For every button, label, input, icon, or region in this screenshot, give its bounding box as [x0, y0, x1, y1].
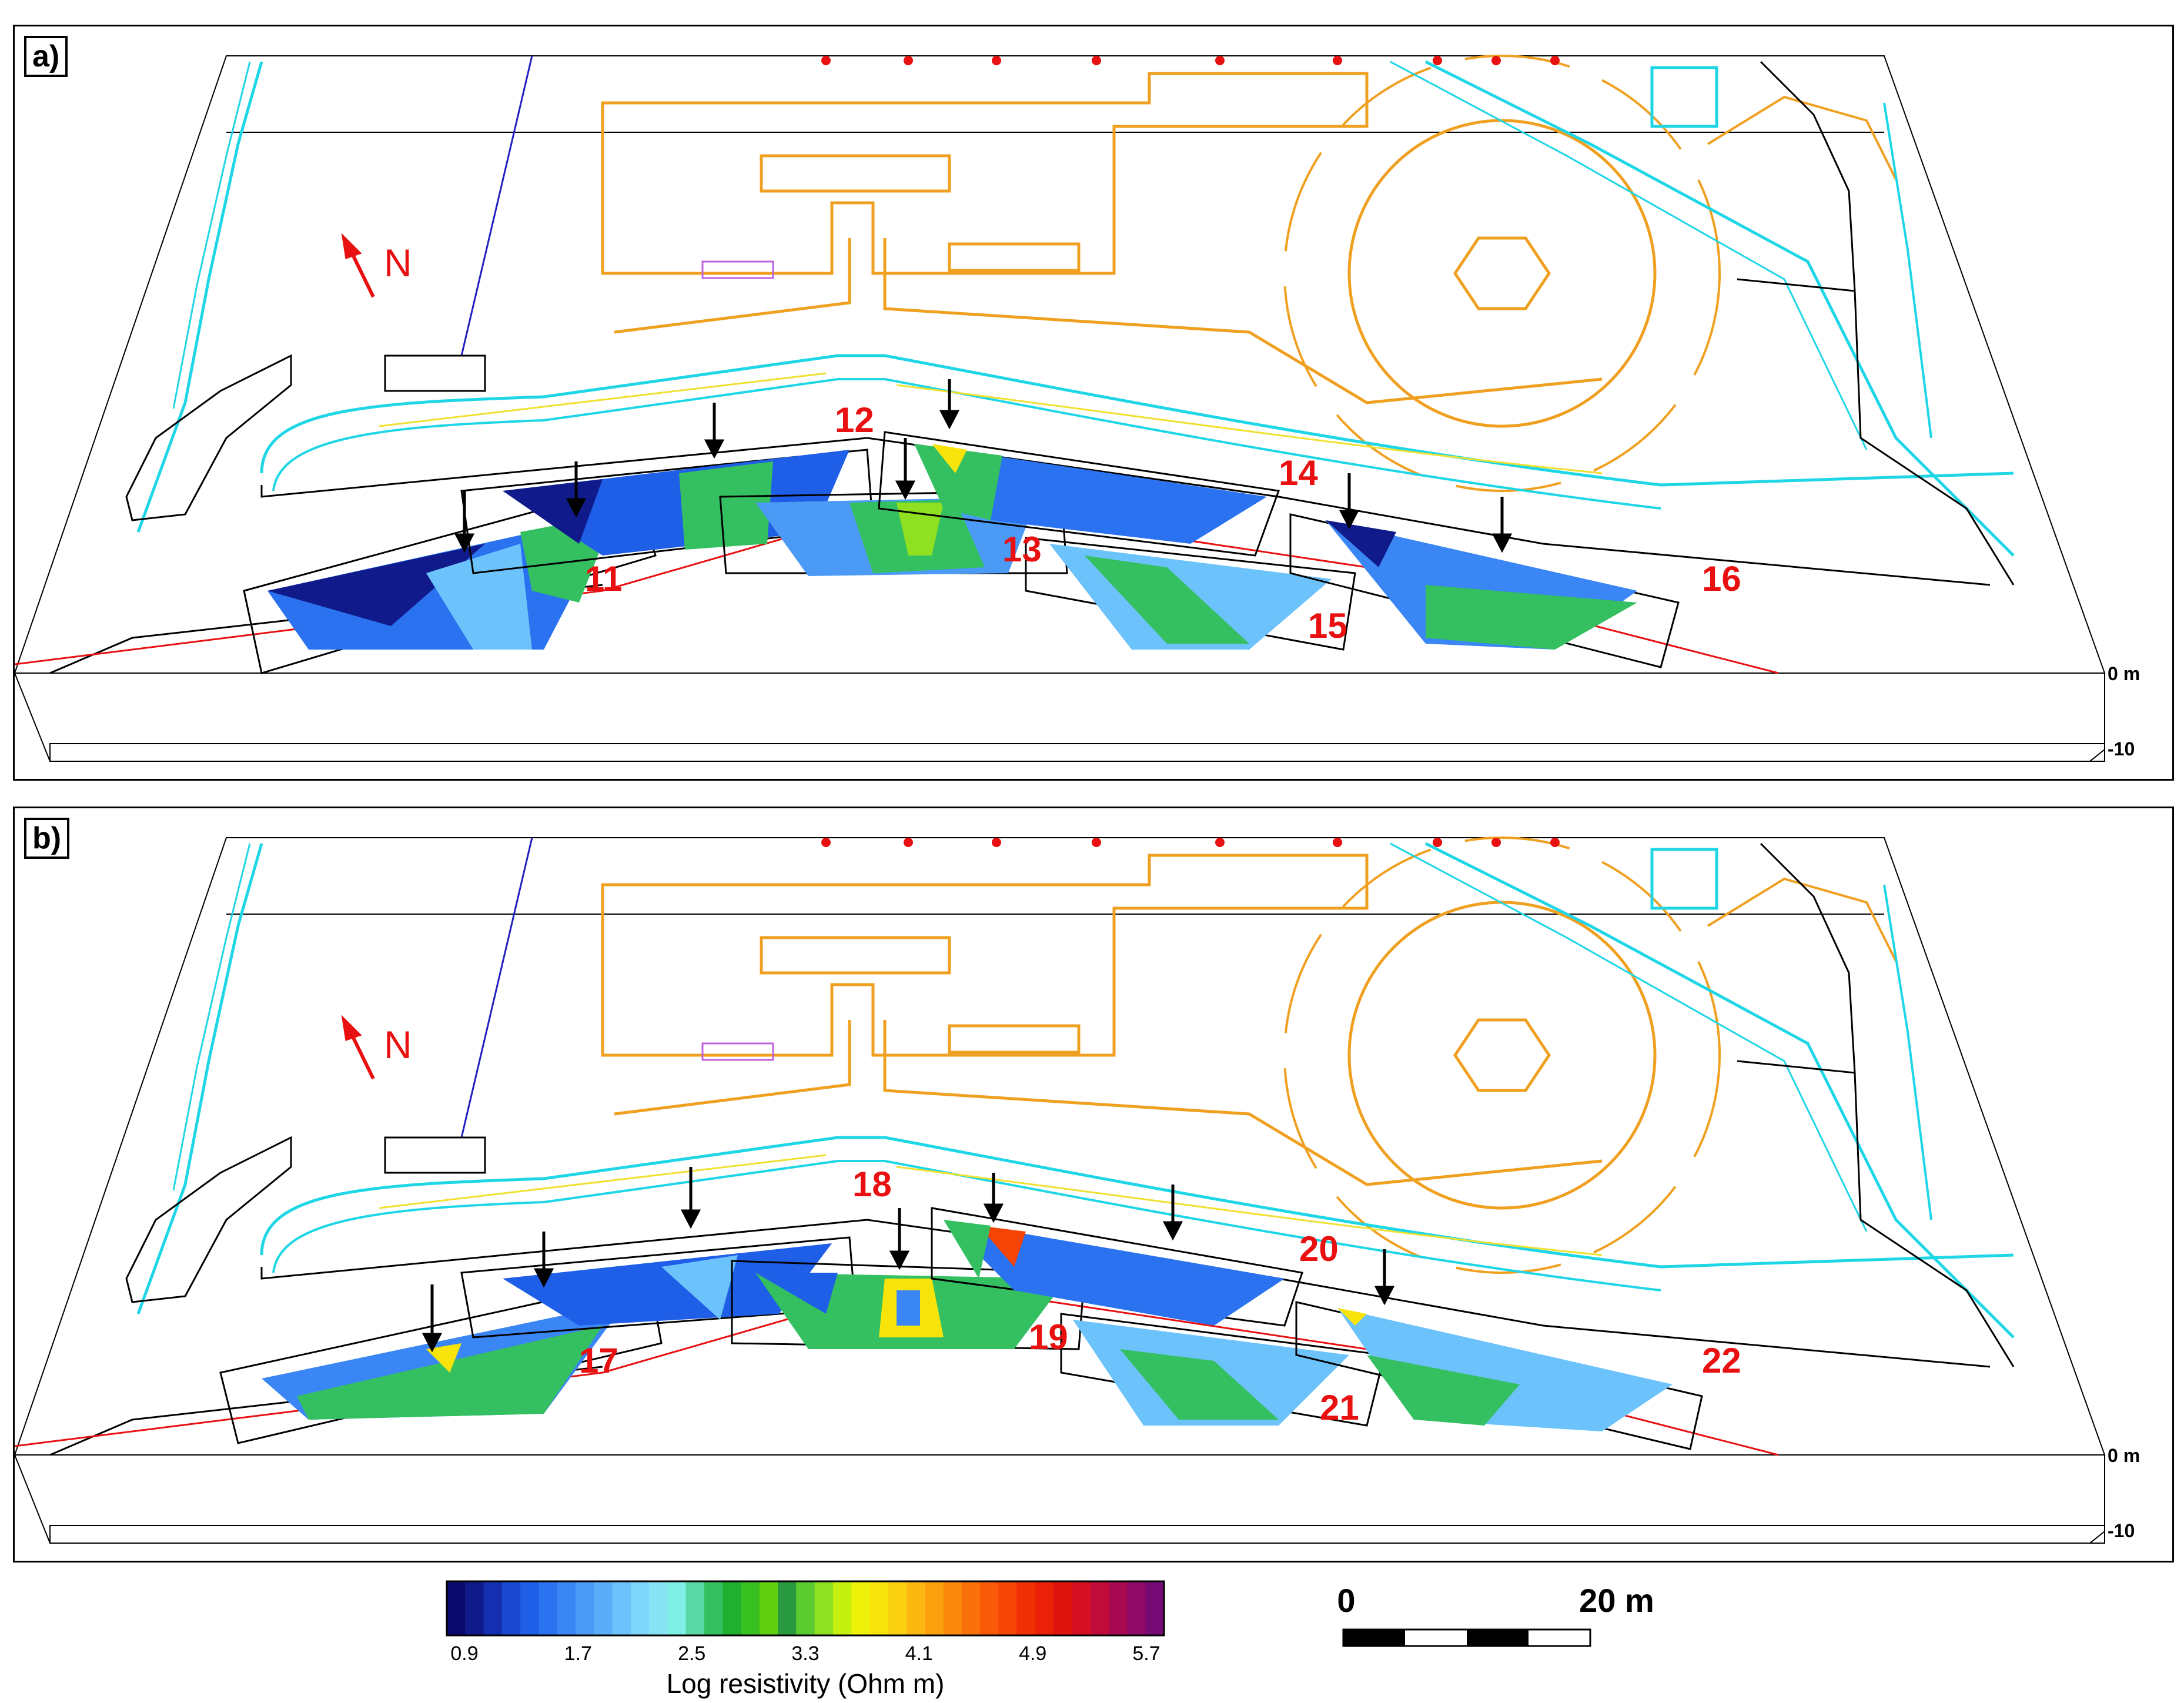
colorbar-swatch: [483, 1581, 503, 1635]
profile-box-17: [219, 1277, 663, 1444]
profile-label-21: 21: [1320, 1388, 1359, 1427]
north-label: N: [384, 241, 412, 285]
profile-label-17: 17: [579, 1341, 618, 1380]
profile-box-14: [878, 431, 1280, 557]
colorbar-swatch: [539, 1581, 558, 1635]
colorbar-swatch: [907, 1581, 925, 1635]
colorbar-swatch: [447, 1581, 466, 1635]
colorbar-swatch: [1035, 1581, 1054, 1635]
colorbar-swatch: [851, 1581, 871, 1635]
colorbar-swatch: [980, 1581, 999, 1635]
profile-box-21: [1060, 1313, 1386, 1427]
colorbar-swatch: [501, 1581, 521, 1635]
colorbar-swatch: [649, 1581, 668, 1635]
colorbar-swatch: [667, 1581, 687, 1635]
colorbar: [447, 1581, 1165, 1635]
colorbar-tick-label: 0.9: [450, 1642, 478, 1665]
panel-label: a): [24, 36, 68, 77]
colorbar-tick-label: 4.1: [905, 1642, 933, 1665]
colorbar-swatch: [575, 1581, 594, 1635]
colorbar-swatch: [630, 1581, 650, 1635]
profile-box-11: [243, 484, 657, 674]
colorbar-swatch: [759, 1581, 778, 1635]
colorbar-swatch: [465, 1581, 484, 1635]
depth-bottom-label: -10: [2108, 1520, 2135, 1541]
scalebar: 0 20 m: [1337, 1582, 1654, 1647]
colorbar-swatch: [778, 1581, 797, 1635]
profile-label-22: 22: [1702, 1341, 1741, 1380]
panel-b-map: N 17 18 19 20 21 22 0 m -10: [15, 837, 2140, 1544]
depth-top-label: 0 m: [2108, 1445, 2140, 1466]
profile-label-15: 15: [1308, 606, 1347, 645]
colorbar-swatch: [1145, 1581, 1165, 1635]
profile-label-16: 16: [1702, 559, 1741, 598]
section-18: [503, 1243, 832, 1326]
scalebar-end-label: 20 m: [1579, 1582, 1654, 1619]
colorbar-swatch: [557, 1581, 576, 1635]
colorbar-swatch: [961, 1581, 981, 1635]
colorbar-swatch: [1072, 1581, 1091, 1635]
colorbar-swatch: [1053, 1581, 1073, 1635]
section-20: [944, 1220, 1285, 1326]
colorbar-swatch: [1090, 1581, 1109, 1635]
panel-b: N 17 18 19 20 21 22 0 m -10 b): [13, 807, 2174, 1563]
profile-label-14: 14: [1279, 453, 1318, 493]
colorbar-tick-label: 1.7: [564, 1642, 592, 1665]
colorbar-swatch: [685, 1581, 705, 1635]
colorbar-swatch: [943, 1581, 962, 1635]
colorbar-swatch: [814, 1581, 834, 1635]
colorbar-swatch: [704, 1581, 723, 1635]
colorbar-swatch: [796, 1581, 815, 1635]
section-14: [914, 444, 1267, 544]
profile-label-19: 19: [1029, 1317, 1068, 1357]
legend-area: 0.9 1.7 2.5 3.3 4.1 4.9 5.7 Log resistivity (O…: [446, 1580, 1654, 1699]
colorbar-swatch: [594, 1581, 613, 1635]
profile-label-13: 13: [1002, 530, 1042, 569]
colorbar-swatch: [1016, 1581, 1036, 1635]
colorbar-swatch: [1109, 1581, 1128, 1635]
colorbar-swatch: [832, 1581, 852, 1635]
colorbar-tick-label: 4.9: [1019, 1642, 1046, 1665]
colorbar-swatch: [1127, 1581, 1146, 1635]
colorbar-swatch: [998, 1581, 1018, 1635]
colorbar-swatch: [520, 1581, 540, 1635]
colorbar-swatch: [741, 1581, 760, 1635]
profile-box-19: [731, 1260, 1086, 1350]
profile-label-12: 12: [835, 400, 874, 440]
scalebar-start-label: 0: [1337, 1582, 1355, 1619]
panel-a: N 11 12 13 14 15 16 0 m -10 a): [13, 25, 2174, 781]
panel-label: b): [24, 818, 70, 859]
depth-bottom-label: -10: [2108, 738, 2135, 760]
colorbar-swatch: [723, 1581, 742, 1635]
panel-a-map: N 11 12 13 14 15 16 0 m -10: [15, 55, 2140, 762]
colorbar-swatch: [888, 1581, 907, 1635]
colorbar-tick-label: 3.3: [791, 1642, 819, 1665]
colorbar-title: Log resistivity (Ohm m): [667, 1668, 945, 1699]
colorbar-frame: [446, 1580, 1165, 1637]
colorbar-swatch: [925, 1581, 944, 1635]
colorbar-swatch: [612, 1581, 631, 1635]
north-label: N: [384, 1023, 412, 1066]
colorbar-tick-label: 2.5: [678, 1642, 705, 1665]
profile-label-11: 11: [585, 559, 622, 598]
profile-label-20: 20: [1299, 1229, 1339, 1269]
profile-box-15: [1025, 537, 1356, 651]
colorbar-tick-label: 5.7: [1132, 1642, 1160, 1665]
colorbar-swatch: [869, 1581, 889, 1635]
depth-top-label: 0 m: [2108, 663, 2140, 684]
profile-label-18: 18: [852, 1165, 892, 1204]
profile-box-20: [931, 1207, 1303, 1327]
